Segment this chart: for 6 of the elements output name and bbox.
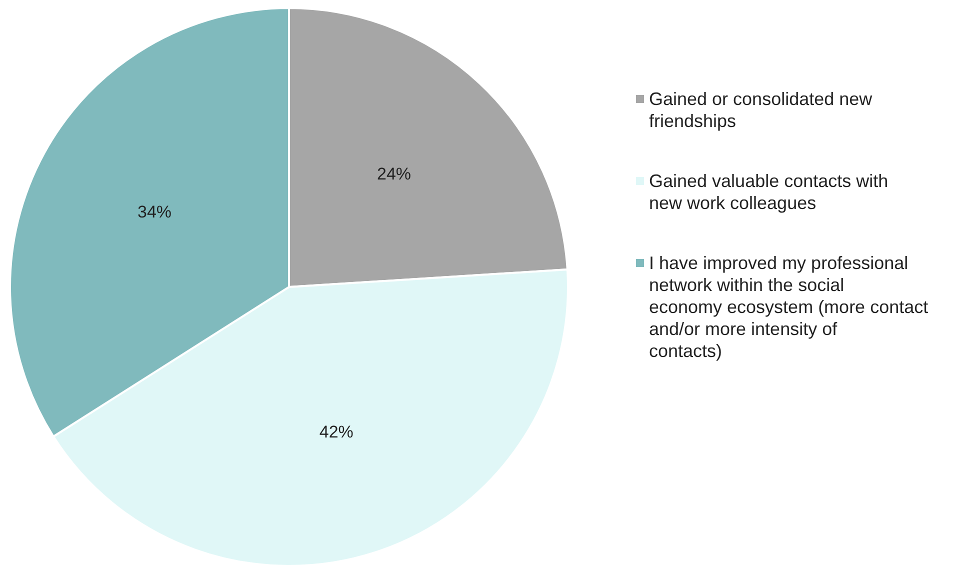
data-label: 42% bbox=[319, 422, 354, 442]
data-label: 24% bbox=[377, 164, 412, 184]
data-label: 34% bbox=[138, 202, 172, 222]
legend-label: Gained or consolidated new friendships bbox=[649, 88, 874, 131]
legend-label: I have improved my professional network within the social economy ecosystem (more contact and/or more intensity of contacts) bbox=[649, 252, 928, 361]
legend-label: Gained valuable contacts with new work colleagues bbox=[649, 170, 888, 213]
